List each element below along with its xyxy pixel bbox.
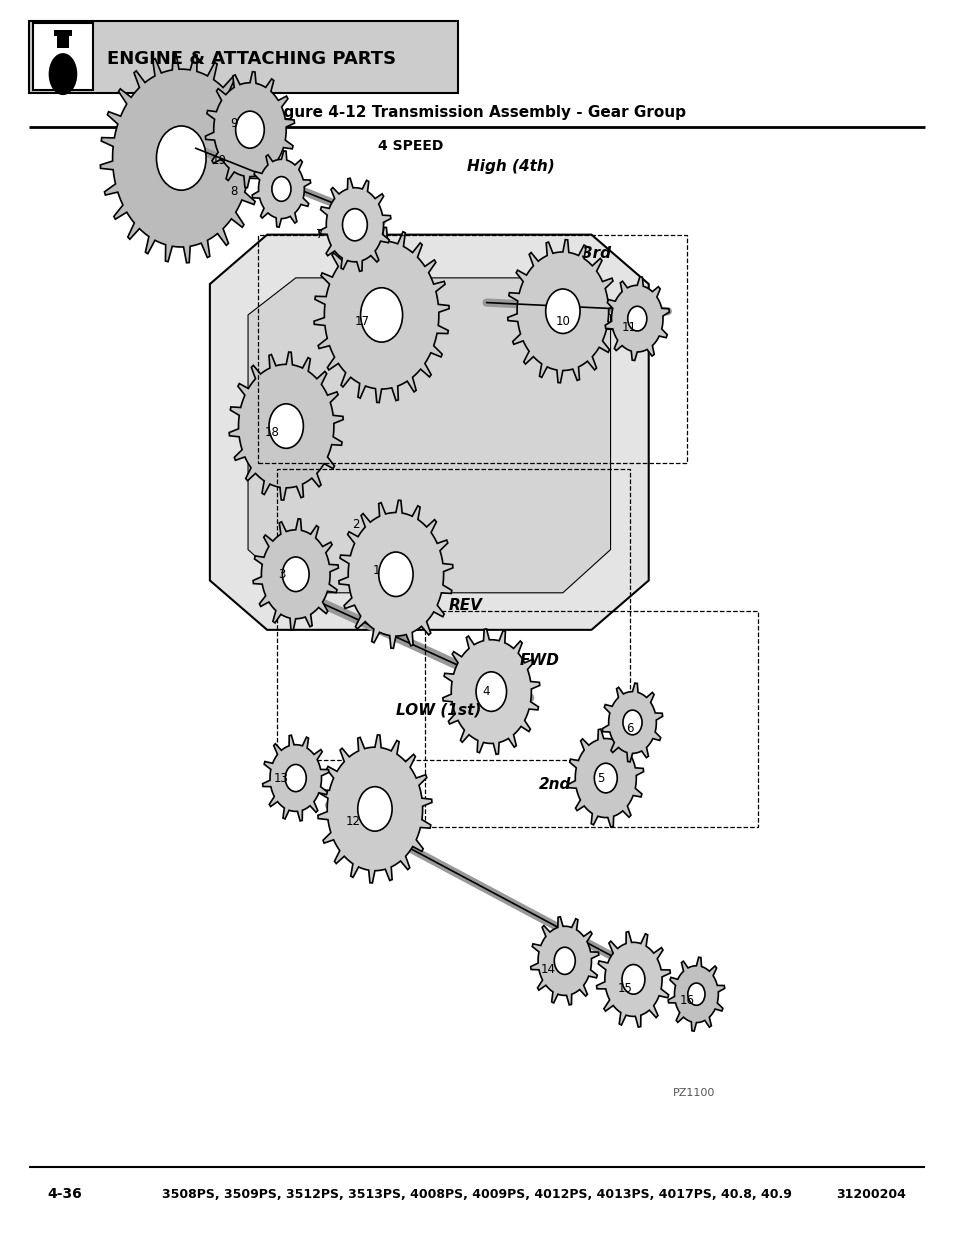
Text: FWD: FWD [519,653,559,668]
Bar [33,23,92,90]
Polygon shape [667,957,724,1031]
Text: 11: 11 [621,321,637,333]
Text: PZ1100: PZ1100 [672,1088,714,1098]
Text: 13: 13 [274,772,289,784]
Text: ENGINE & ATTACHING PARTS: ENGINE & ATTACHING PARTS [107,51,395,68]
Text: 9: 9 [230,117,237,130]
Text: 2nd: 2nd [538,777,571,792]
Text: 4-36: 4-36 [48,1187,82,1202]
Polygon shape [252,151,311,227]
Polygon shape [338,500,453,648]
Text: 3rd: 3rd [581,246,610,261]
Text: 15: 15 [617,982,632,994]
Text: 17: 17 [355,315,370,327]
Text: 3508PS, 3509PS, 3512PS, 3513PS, 4008PS, 4009PS, 4012PS, 4013PS, 4017PS, 40.8, 40: 3508PS, 3509PS, 3512PS, 3513PS, 4008PS, … [162,1188,791,1200]
Text: 19: 19 [212,154,227,167]
Polygon shape [567,729,643,827]
Polygon shape [229,352,343,500]
Text: LOW (1st): LOW (1st) [395,703,480,718]
Text: 10: 10 [555,315,570,327]
Polygon shape [601,683,662,762]
Polygon shape [100,53,262,263]
Polygon shape [253,519,338,630]
Bar [276,469,629,760]
Circle shape [687,983,704,1005]
Text: REV: REV [448,598,482,613]
Text: 8: 8 [230,185,237,198]
Bar [257,235,686,463]
Circle shape [622,710,641,735]
Circle shape [476,672,506,711]
Text: 6: 6 [625,722,633,735]
Polygon shape [262,735,329,821]
Text: High (4th): High (4th) [467,159,555,174]
Circle shape [621,965,644,994]
Bar [54,30,71,36]
Ellipse shape [49,53,77,95]
Circle shape [156,126,206,190]
Polygon shape [507,240,618,383]
Circle shape [272,177,291,201]
Polygon shape [604,277,669,361]
Text: 31200204: 31200204 [836,1188,905,1200]
Text: 1: 1 [373,564,380,577]
Text: 7: 7 [315,228,323,241]
Polygon shape [318,178,391,272]
Circle shape [357,787,392,831]
Bar [57,35,69,48]
Bar [424,611,758,827]
Circle shape [282,557,309,592]
Polygon shape [314,227,449,403]
Text: Figure 4-12 Transmission Assembly - Gear Group: Figure 4-12 Transmission Assembly - Gear… [268,105,685,120]
Text: 4: 4 [482,685,490,698]
Circle shape [285,764,306,792]
Polygon shape [317,735,432,883]
Circle shape [360,288,402,342]
Circle shape [378,552,413,597]
Polygon shape [596,931,670,1028]
Circle shape [269,404,303,448]
Circle shape [627,306,646,331]
Polygon shape [210,235,648,630]
Text: 2: 2 [352,519,359,531]
Text: 12: 12 [345,815,360,827]
Text: 3: 3 [277,568,285,580]
Circle shape [235,111,264,148]
Circle shape [342,209,367,241]
Polygon shape [248,278,610,593]
Text: 18: 18 [264,426,279,438]
Bar [29,21,457,93]
Text: 14: 14 [540,963,556,976]
Circle shape [554,947,575,974]
Circle shape [594,763,617,793]
Text: 5: 5 [597,772,604,784]
Polygon shape [442,629,539,755]
Circle shape [545,289,579,333]
Polygon shape [205,72,294,188]
Text: 16: 16 [679,994,694,1007]
Polygon shape [530,916,598,1005]
Text: 4 SPEED: 4 SPEED [377,138,442,153]
